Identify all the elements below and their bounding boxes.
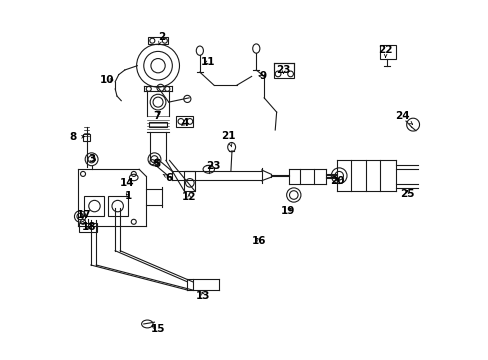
Text: 8: 8 <box>69 132 84 142</box>
Bar <box>176 116 193 127</box>
Text: 11: 11 <box>200 57 215 67</box>
Text: 19: 19 <box>280 206 295 216</box>
Text: 14: 14 <box>120 177 134 188</box>
Text: 2: 2 <box>158 32 165 45</box>
Text: 9: 9 <box>258 71 266 81</box>
Text: 20: 20 <box>329 176 344 186</box>
Text: 23: 23 <box>276 65 290 75</box>
Bar <box>84 196 104 216</box>
Text: 17: 17 <box>76 210 91 220</box>
Text: 5: 5 <box>153 159 160 169</box>
Text: 7: 7 <box>153 111 161 121</box>
Text: 6: 6 <box>163 173 173 183</box>
Bar <box>184 171 195 192</box>
Bar <box>80 222 97 232</box>
Bar <box>273 63 293 78</box>
Text: 10: 10 <box>100 75 114 85</box>
Bar <box>108 196 127 216</box>
Text: 4: 4 <box>181 118 189 128</box>
Bar <box>83 134 90 141</box>
Text: 22: 22 <box>378 45 392 58</box>
Text: 24: 24 <box>394 111 412 124</box>
Bar <box>379 45 395 59</box>
Text: 12: 12 <box>182 192 196 202</box>
Text: 13: 13 <box>196 291 210 301</box>
Text: 1: 1 <box>124 191 132 201</box>
Text: 25: 25 <box>399 189 413 199</box>
Text: 15: 15 <box>150 324 165 334</box>
Bar <box>148 122 167 127</box>
Text: 16: 16 <box>251 236 265 246</box>
Text: 21: 21 <box>221 131 235 147</box>
Text: 18: 18 <box>81 222 96 232</box>
Bar <box>148 37 168 44</box>
Text: 3: 3 <box>88 154 95 163</box>
Text: 23: 23 <box>205 161 220 171</box>
